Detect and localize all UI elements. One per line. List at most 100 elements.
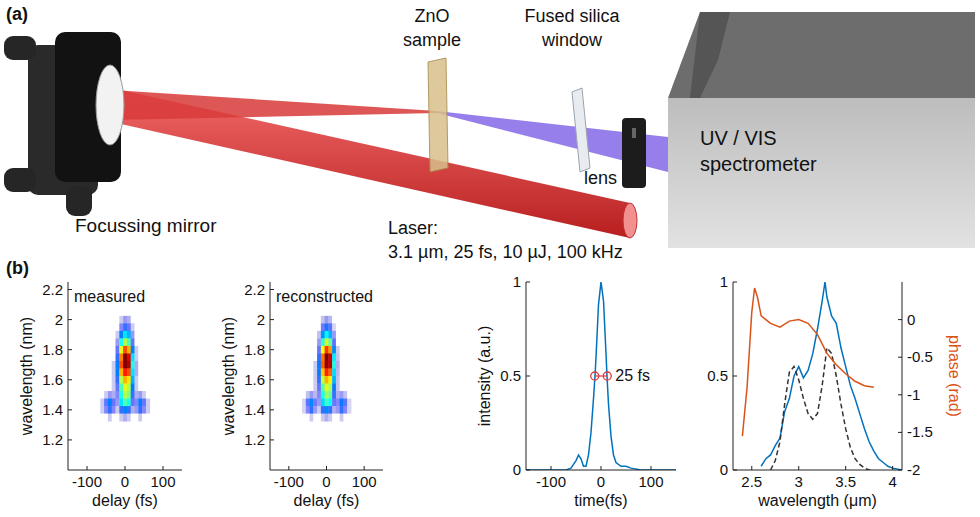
cell	[317, 399, 321, 407]
cell	[336, 406, 340, 414]
cell	[119, 338, 123, 346]
cell	[317, 331, 321, 339]
cell	[119, 406, 123, 414]
cell	[340, 399, 344, 407]
tick-label: 1.6	[244, 371, 265, 388]
mirror	[96, 65, 124, 145]
spectrometer-front	[668, 98, 975, 248]
cell	[146, 376, 150, 384]
label: Laser:	[388, 218, 438, 238]
cell	[100, 353, 104, 361]
cell	[302, 346, 306, 354]
cell	[127, 323, 131, 331]
cell	[343, 308, 347, 316]
cell	[131, 399, 135, 407]
cell	[142, 399, 146, 407]
cell	[302, 406, 306, 414]
axis-title: wavelength (nm)	[18, 317, 35, 436]
cell	[127, 308, 131, 316]
cell	[313, 308, 317, 316]
knob	[4, 168, 36, 192]
cell	[138, 361, 142, 369]
cell	[321, 331, 325, 339]
beam-end	[623, 203, 637, 238]
tick-label: 0.5	[707, 367, 728, 384]
cell	[112, 391, 116, 399]
tick	[87, 466, 88, 470]
cell	[123, 308, 127, 316]
cell	[332, 338, 336, 346]
cell	[119, 391, 123, 399]
cell	[127, 331, 131, 339]
tick-label: 1.6	[42, 371, 63, 388]
cell	[142, 376, 146, 384]
cell	[321, 391, 325, 399]
tick	[163, 466, 164, 470]
knob	[4, 36, 36, 60]
cell	[127, 384, 131, 392]
cell	[138, 391, 142, 399]
label: Fused silica	[524, 6, 620, 26]
cell	[310, 361, 314, 369]
lens	[622, 118, 646, 188]
tick	[68, 409, 72, 410]
cell	[112, 376, 116, 384]
panel-letter: (a)	[6, 4, 28, 24]
cell	[142, 338, 146, 346]
cell	[142, 406, 146, 414]
cell	[317, 323, 321, 331]
chart: 2.533.5400.510-0.5-1-1.5-2phase (rad)wav…	[707, 273, 963, 509]
cell	[100, 399, 104, 407]
cell	[343, 331, 347, 339]
tick-label: 1.8	[244, 341, 265, 358]
cell	[112, 323, 116, 331]
cell	[332, 406, 336, 414]
tick-label: 3	[795, 473, 803, 490]
cell	[116, 323, 120, 331]
cell	[336, 399, 340, 407]
cell	[325, 384, 329, 392]
cell	[142, 346, 146, 354]
tick	[526, 376, 530, 377]
cell	[127, 399, 131, 407]
cell	[321, 376, 325, 384]
cell	[332, 346, 336, 354]
cell	[138, 414, 142, 422]
cell	[310, 368, 314, 376]
cell	[100, 338, 104, 346]
cell	[302, 414, 306, 422]
axis-title: phase (rad)	[946, 335, 963, 417]
cell	[138, 338, 142, 346]
cell	[116, 331, 120, 339]
cell	[321, 384, 325, 392]
cell	[108, 331, 112, 339]
cell	[321, 399, 325, 407]
cell	[108, 323, 112, 331]
cell	[321, 308, 325, 316]
tick-label: 0	[121, 473, 129, 490]
cell	[123, 346, 127, 354]
cell	[343, 391, 347, 399]
cell	[135, 384, 139, 392]
cell	[332, 323, 336, 331]
cell	[302, 338, 306, 346]
cell	[328, 368, 332, 376]
label: ZnO	[414, 6, 449, 26]
cell	[112, 368, 116, 376]
tick	[898, 319, 902, 320]
cell	[310, 353, 314, 361]
cell	[310, 384, 314, 392]
cell	[116, 376, 120, 384]
cell	[119, 368, 123, 376]
cell	[123, 361, 127, 369]
cell	[310, 399, 314, 407]
tick	[270, 289, 274, 290]
cell	[317, 308, 321, 316]
cell	[142, 308, 146, 316]
cell	[302, 384, 306, 392]
cell	[343, 384, 347, 392]
plot-area	[742, 282, 902, 470]
cell	[306, 361, 310, 369]
cell	[123, 391, 127, 399]
cell	[104, 361, 108, 369]
